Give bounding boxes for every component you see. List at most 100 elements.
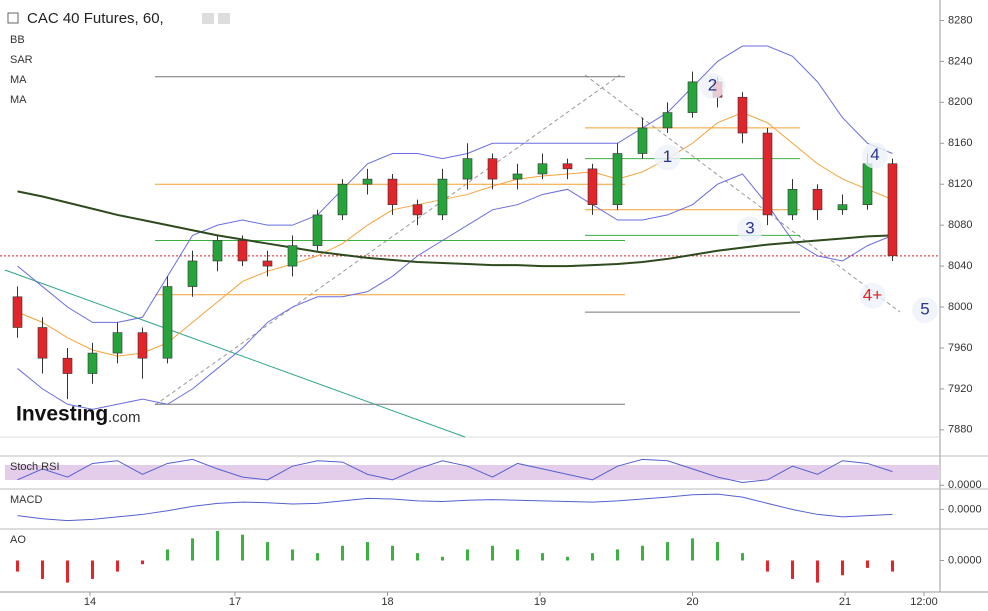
fib-fan — [584, 74, 901, 313]
candle-body — [162, 286, 173, 359]
overlay-line — [17, 173, 893, 410]
y-tick-label: 7920 — [948, 383, 972, 395]
stoch-band — [5, 465, 940, 480]
candle-body — [437, 178, 448, 216]
ao-bar — [566, 556, 569, 561]
ao-bar — [541, 553, 544, 561]
annotation-bg — [862, 142, 888, 169]
wave-label: 3 — [745, 219, 754, 238]
y-tick-label: 8120 — [948, 178, 972, 190]
candle-body — [337, 183, 348, 216]
ao-bar — [416, 553, 419, 561]
y-tick-label: 0.0000 — [948, 554, 982, 566]
candle-body — [637, 127, 648, 154]
candle-body — [387, 178, 398, 205]
candle-body — [12, 296, 23, 328]
logo-main: Investing — [16, 403, 108, 426]
wave-label: 2 — [708, 75, 717, 94]
ao-bar — [116, 560, 119, 572]
ao-bar — [241, 534, 244, 561]
ao-bar — [766, 560, 769, 572]
x-tick-label: 12:00 — [910, 596, 938, 608]
gear-icon[interactable] — [218, 13, 230, 24]
indicator-label: SAR — [10, 54, 33, 66]
ao-bar — [666, 542, 669, 561]
candle-body — [887, 163, 898, 257]
indicator-label: BB — [10, 34, 25, 46]
y-tick-label: 8280 — [948, 14, 972, 26]
indicator-line — [17, 493, 893, 522]
ao-bar — [616, 549, 619, 561]
ao-bar — [591, 553, 594, 561]
candle-body — [287, 245, 298, 267]
ao-bar — [491, 545, 494, 561]
ao-bar — [391, 545, 394, 561]
candle-body — [212, 240, 223, 262]
candle-body — [512, 173, 523, 180]
ao-bar — [291, 549, 294, 561]
candle-body — [487, 158, 498, 180]
ao-bar — [141, 560, 144, 565]
ao-bar — [41, 560, 44, 579]
overlay-line — [17, 45, 893, 323]
y-tick-label: 8000 — [948, 301, 972, 313]
y-tick-label: 0.0000 — [948, 479, 982, 491]
ao-bar — [66, 560, 69, 583]
y-tick-label: 8200 — [948, 96, 972, 108]
ao-bar — [716, 542, 719, 561]
x-tick-label: 20 — [686, 596, 698, 608]
candle-body — [137, 332, 148, 359]
ao-bar — [816, 560, 819, 583]
ao-bar — [341, 545, 344, 561]
ao-bar — [166, 549, 169, 561]
candle-body — [837, 204, 848, 211]
candle-body — [612, 153, 623, 205]
ao-bar — [16, 560, 19, 572]
x-tick-label: 18 — [381, 596, 393, 608]
panel-title: MACD — [10, 494, 42, 506]
panel-title: AO — [10, 534, 26, 546]
candle-body — [87, 352, 98, 374]
ao-bar — [841, 560, 844, 576]
ao-bar — [866, 560, 869, 568]
candle-body — [112, 332, 123, 354]
candle-body — [237, 240, 248, 262]
candle-body — [187, 260, 198, 287]
ao-bar — [216, 531, 219, 561]
ao-bar — [316, 553, 319, 561]
y-tick-label: 8080 — [948, 219, 972, 231]
y-tick-label: 7960 — [948, 342, 972, 354]
annotation-bg — [654, 144, 681, 171]
x-tick-label: 17 — [229, 596, 241, 608]
candle-body — [462, 158, 473, 180]
candle-body — [662, 112, 673, 129]
ao-bar — [466, 549, 469, 561]
indicator-line — [17, 458, 893, 484]
candle-body — [787, 189, 798, 216]
wave-label: 5 — [920, 300, 929, 319]
annotation-bg — [699, 72, 726, 99]
ao-bar — [266, 542, 269, 561]
y-tick-label: 0.0000 — [948, 503, 982, 515]
chart-title: CAC 40 Futures, 60, — [27, 10, 164, 27]
wave-label: 1 — [663, 147, 672, 166]
candle-body — [862, 163, 873, 205]
candle-body — [562, 163, 573, 170]
candle-body — [62, 357, 73, 374]
candle-body — [587, 168, 598, 205]
indicator-label: MA — [10, 94, 27, 106]
ao-bar — [366, 542, 369, 561]
x-tick-label: 14 — [84, 596, 96, 608]
ao-bar — [91, 560, 94, 579]
candle-body — [762, 132, 773, 216]
candle-body — [812, 189, 823, 211]
ao-bar — [641, 545, 644, 561]
candle-body — [312, 214, 323, 246]
candle-body — [687, 81, 698, 113]
eye-icon[interactable] — [202, 13, 214, 24]
ao-bar — [891, 560, 894, 572]
candle-body — [537, 163, 548, 175]
collapse-icon[interactable] — [7, 12, 19, 24]
